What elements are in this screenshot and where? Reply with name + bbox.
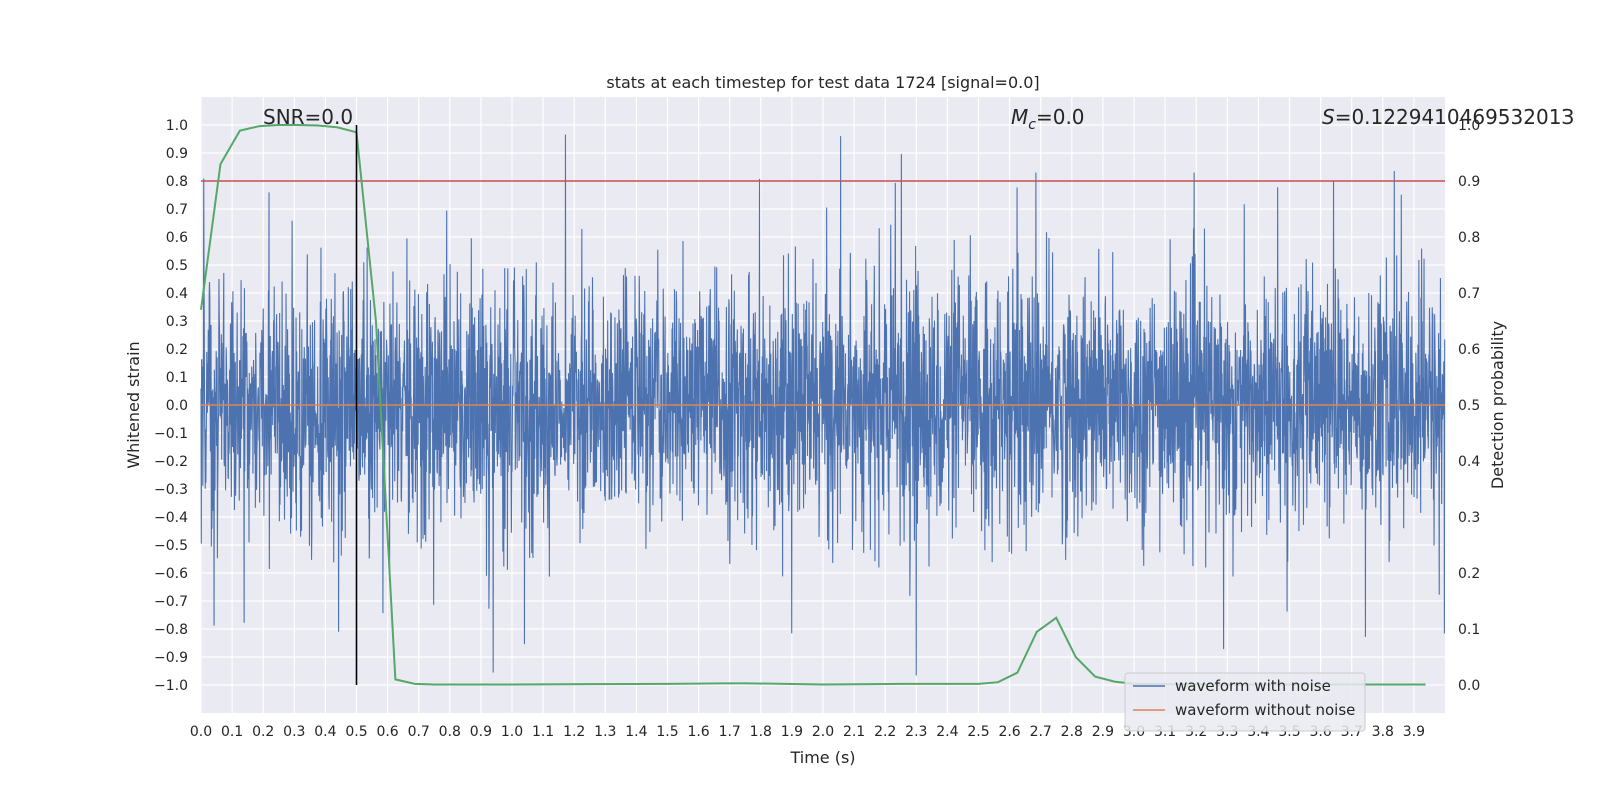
y-tick-label-left: 0.6	[166, 230, 188, 246]
x-tick-label: 1.3	[594, 724, 616, 740]
y-tick-label-right: 0.2	[1458, 566, 1480, 582]
y-tick-label-left: −1.0	[154, 678, 188, 694]
y-tick-label-right: 0.9	[1458, 174, 1480, 190]
x-tick-label: 1.0	[501, 724, 523, 740]
mc-value: =0.0	[1036, 105, 1085, 129]
legend-label-noise: waveform with noise	[1175, 677, 1331, 695]
x-tick-label: 2.8	[1061, 724, 1083, 740]
x-tick-label: 1.7	[719, 724, 741, 740]
y-tick-label-right: 0.8	[1458, 230, 1480, 246]
x-tick-label: 0.5	[345, 724, 367, 740]
y-tick-label-right: 0.4	[1458, 454, 1480, 470]
x-tick-label: 1.1	[532, 724, 554, 740]
y-tick-label-left: 0.3	[166, 314, 188, 330]
data-layer	[200, 124, 1446, 686]
x-axis-label: Time (s)	[789, 748, 855, 767]
y-tick-label-left: 0.7	[166, 202, 188, 218]
y-tick-label-right: 0.1	[1458, 622, 1480, 638]
series-waveform-with-noise	[200, 134, 1446, 676]
x-tick-label: 0.2	[252, 724, 274, 740]
series-detection-probability	[200, 124, 1426, 686]
y-tick-label-left: −0.8	[154, 622, 188, 638]
x-tick-label: 2.6	[998, 724, 1020, 740]
s-symbol: S	[1322, 105, 1335, 129]
x-tick-label: 2.7	[1030, 724, 1052, 740]
y-axis-label-right: Detection probability	[1488, 321, 1507, 489]
x-tick-label: 0.6	[376, 724, 398, 740]
x-tick-label: 3.9	[1403, 724, 1425, 740]
x-tick-label: 0.8	[439, 724, 461, 740]
x-tick-label: 0.0	[190, 724, 212, 740]
y-tick-label-left: 0.8	[166, 174, 188, 190]
x-tick-label: 0.1	[221, 724, 243, 740]
mc-annotation: Mc=0.0	[1011, 105, 1085, 133]
y-tick-label-left: −0.7	[154, 594, 188, 610]
s-value: =0.122941046953201З	[1335, 105, 1575, 129]
x-tick-label: 1.5	[656, 724, 678, 740]
y-tick-label-left: −0.1	[154, 426, 188, 442]
x-tick-label: 1.9	[781, 724, 803, 740]
x-tick-label: 2.5	[967, 724, 989, 740]
y-tick-label-right: 0.6	[1458, 342, 1480, 358]
y-tick-label-left: 0.0	[166, 398, 188, 414]
y-tick-label-left: 0.4	[166, 286, 188, 302]
x-tick-label: 2.1	[843, 724, 865, 740]
x-tick-label: 1.8	[750, 724, 772, 740]
x-tick-label: 2.9	[1092, 724, 1114, 740]
y-tick-label-right: 0.5	[1458, 398, 1480, 414]
y-tick-label-right: 1.0	[1458, 118, 1480, 134]
mc-subscript: c	[1028, 117, 1036, 133]
y-tick-label-left: −0.4	[154, 510, 188, 526]
x-tick-label: 1.4	[625, 724, 647, 740]
x-tick-label: 0.3	[283, 724, 305, 740]
y-tick-label-left: 0.9	[166, 146, 188, 162]
x-tick-label: 0.9	[470, 724, 492, 740]
mc-symbol: M	[1011, 105, 1028, 129]
y-tick-label-left: −0.3	[154, 482, 188, 498]
y-tick-label-left: −0.5	[154, 538, 188, 554]
legend-box	[1124, 672, 1366, 732]
legend: waveform with noise waveform without noi…	[1124, 672, 1366, 732]
x-tick-label: 2.4	[936, 724, 958, 740]
x-tick-label: 0.7	[408, 724, 430, 740]
chart-title: stats at each timestep for test data 172…	[606, 73, 1039, 92]
y-axis-label-left: Whitened strain	[124, 341, 143, 468]
x-tick-label: 2.0	[812, 724, 834, 740]
y-tick-label-left: −0.6	[154, 566, 188, 582]
legend-label-clean: waveform without noise	[1175, 701, 1355, 719]
x-tick-label: 2.2	[874, 724, 896, 740]
y-tick-label-left: −0.9	[154, 650, 188, 666]
y-tick-label-left: 0.2	[166, 342, 188, 358]
y-tick-label-right: 0.3	[1458, 510, 1480, 526]
x-tick-label: 0.4	[314, 724, 336, 740]
y-tick-label-left: −0.2	[154, 454, 188, 470]
x-tick-label: 2.3	[905, 724, 927, 740]
x-tick-label: 3.8	[1372, 724, 1394, 740]
y-tick-label-left: 1.0	[166, 118, 188, 134]
y-tick-label-right: 0.7	[1458, 286, 1480, 302]
x-tick-label: 1.6	[687, 724, 709, 740]
snr-annotation: SNR=0.0	[263, 105, 353, 129]
x-tick-label: 1.2	[563, 724, 585, 740]
y-tick-label-left: 0.5	[166, 258, 188, 274]
y-tick-label-left: 0.1	[166, 370, 188, 386]
s-annotation: S=0.122941046953201З	[1322, 105, 1574, 129]
y-tick-label-right: 0.0	[1458, 678, 1480, 694]
